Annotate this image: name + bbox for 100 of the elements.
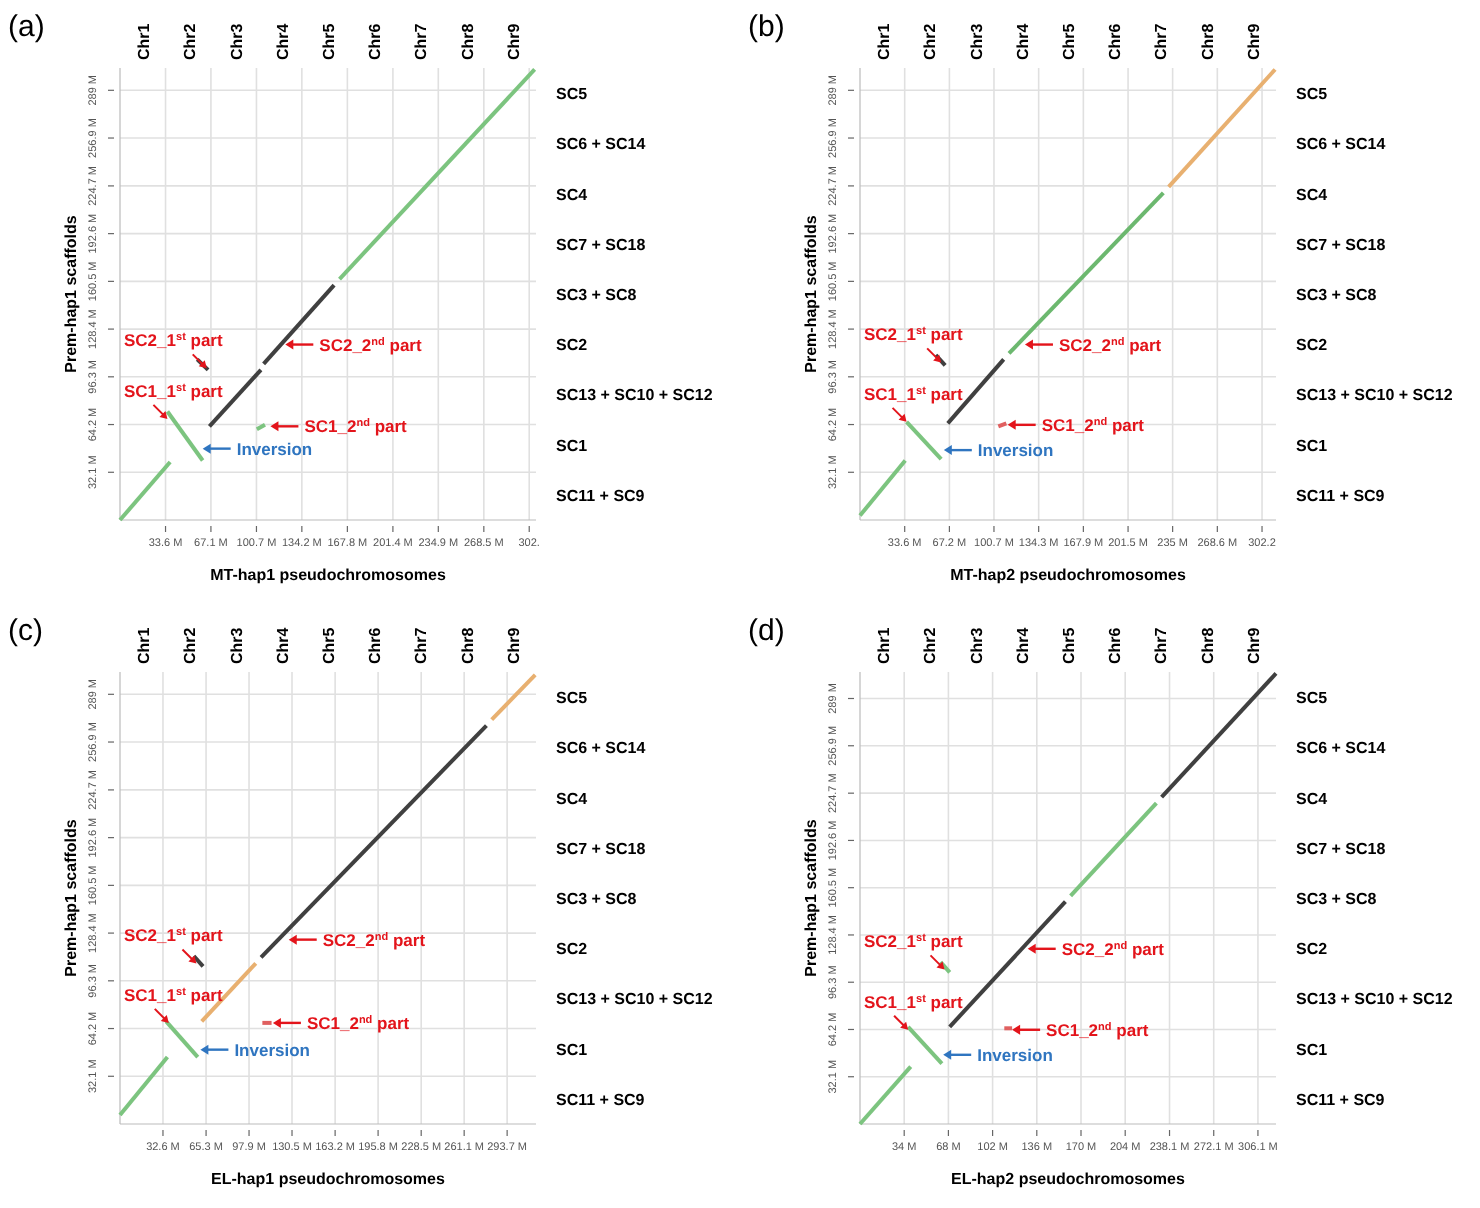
annotation: SC2_1$^{st}$ part (864, 324, 963, 345)
text: Chr9 (504, 22, 523, 60)
text: Chr6 (366, 626, 385, 664)
text: Chr1 (875, 626, 894, 664)
text: SC13 + SC10 + SC12 (1296, 990, 1454, 1009)
text: Chr7 (412, 22, 431, 60)
text: SC13 + SC10 + SC12 (556, 386, 714, 405)
y-axis-title: Prem-hap1 scaffolds (802, 818, 820, 977)
annotation: SC1_2$^{nd}$ part (1041, 414, 1145, 435)
x-axis-title: EL-hap1 pseudochromosomes (211, 1170, 446, 1188)
text: Chr7 (412, 626, 431, 664)
text: Chr6 (1106, 22, 1125, 60)
text: SC3 + SC8 (556, 890, 638, 908)
text: Chr2 (921, 626, 940, 664)
text: SC2 (556, 336, 589, 355)
text: Chr9 (504, 626, 523, 664)
text: Chr1 (135, 626, 154, 664)
text: SC2 (1296, 336, 1329, 355)
annotation: SC2_1$^{st}$ part (124, 330, 223, 351)
chart-title: (a) (8, 10, 45, 44)
text: SC11 + SC9 (1296, 1090, 1386, 1109)
text: Chr8 (1198, 626, 1217, 664)
text: Chr2 (181, 626, 200, 664)
text: Chr7 (1152, 626, 1171, 664)
text: Chr5 (320, 22, 338, 60)
annotation: SC2_1$^{st}$ part (124, 925, 223, 946)
text: SC11 + SC9 (556, 1090, 646, 1109)
annotation: Inversion (977, 1044, 1053, 1065)
text: SC1 (1296, 1040, 1329, 1059)
text: SC5 (1296, 689, 1329, 708)
annotation: SC1_1$^{st}$ part (864, 991, 963, 1012)
text: SC6 + SC14 (556, 739, 647, 758)
annotation: Inversion (234, 1039, 310, 1060)
annotation: SC1_2$^{nd}$ part (304, 416, 408, 437)
annotation: SC1_2$^{nd}$ part (306, 1012, 410, 1033)
text: SC4 (1296, 789, 1329, 808)
annotation: SC1_2$^{nd}$ part (1046, 1019, 1149, 1040)
text: SC11 + SC9 (1296, 486, 1386, 505)
y-axis-title: Prem-hap1 scaffolds (802, 214, 820, 373)
text: Chr2 (921, 22, 940, 60)
text: Chr5 (1060, 22, 1078, 60)
annotation: SC1_1$^{st}$ part (124, 380, 223, 401)
x-axis-title: MT-hap2 pseudochromosomes (950, 566, 1187, 584)
text: Chr9 (1244, 626, 1263, 664)
text: SC7 + SC18 (556, 839, 647, 858)
text: Chr8 (1198, 22, 1217, 60)
text: Chr4 (273, 22, 292, 60)
text: Chr2 (181, 22, 200, 60)
chart-title: (d) (748, 614, 785, 648)
text: Chr9 (1244, 22, 1263, 60)
text: Chr4 (1013, 626, 1032, 664)
text: SC1 (556, 1040, 589, 1059)
text: SC6 + SC14 (1296, 739, 1387, 758)
annotation: SC2_2$^{nd}$ part (1061, 938, 1165, 959)
text: SC4 (556, 789, 589, 808)
annotation: Inversion (236, 438, 313, 459)
y-axis-title: Prem-hap1 scaffolds (62, 214, 80, 373)
text: SC11 + SC9 (556, 486, 646, 505)
text: SC13 + SC10 + SC12 (1296, 386, 1454, 405)
text: Chr6 (366, 22, 385, 60)
text: SC3 + SC8 (1296, 286, 1378, 304)
text: SC7 + SC18 (1296, 235, 1387, 254)
text: SC5 (556, 689, 589, 708)
annotation: Inversion (977, 440, 1054, 461)
text: SC13 + SC10 + SC12 (556, 990, 714, 1009)
text: SC5 (1296, 85, 1329, 104)
annotation: SC2_1$^{st}$ part (864, 931, 963, 952)
text: Chr8 (458, 626, 477, 664)
text: SC4 (556, 185, 589, 204)
text: SC6 + SC14 (1296, 135, 1387, 154)
annotation: SC2_2$^{nd}$ part (322, 929, 426, 950)
text: SC4 (1296, 185, 1329, 204)
text: Chr3 (967, 22, 986, 60)
text: SC6 + SC14 (556, 135, 647, 154)
text: Chr4 (273, 626, 292, 664)
text: Chr5 (320, 626, 338, 664)
annotation: SC1_1$^{st}$ part (864, 383, 963, 404)
text: Chr1 (135, 22, 154, 60)
x-axis-title: MT-hap1 pseudochromosomes (210, 566, 447, 584)
text: SC1 (1296, 436, 1329, 455)
text: Chr6 (1106, 626, 1125, 664)
annotation: SC2_2$^{nd}$ part (1058, 334, 1162, 355)
text: SC3 + SC8 (556, 286, 638, 304)
x-axis-title: EL-hap2 pseudochromosomes (951, 1170, 1186, 1188)
text: Chr3 (227, 626, 246, 664)
text: Chr8 (458, 22, 477, 60)
text: Chr3 (967, 626, 986, 664)
text: Chr7 (1152, 22, 1171, 60)
text: SC2 (1296, 940, 1329, 959)
annotation: SC1_1$^{st}$ part (124, 984, 223, 1005)
text: Chr4 (1013, 22, 1032, 60)
text: SC3 + SC8 (1296, 890, 1378, 908)
text: SC7 + SC18 (1296, 839, 1387, 858)
text: Chr1 (875, 22, 894, 60)
chart-title: (b) (748, 10, 785, 44)
y-axis-title: Prem-hap1 scaffolds (62, 818, 80, 977)
chart-title: (c) (8, 614, 43, 648)
annotation: SC2_2$^{nd}$ part (319, 334, 422, 355)
text: SC1 (556, 436, 589, 455)
text: Chr3 (227, 22, 246, 60)
